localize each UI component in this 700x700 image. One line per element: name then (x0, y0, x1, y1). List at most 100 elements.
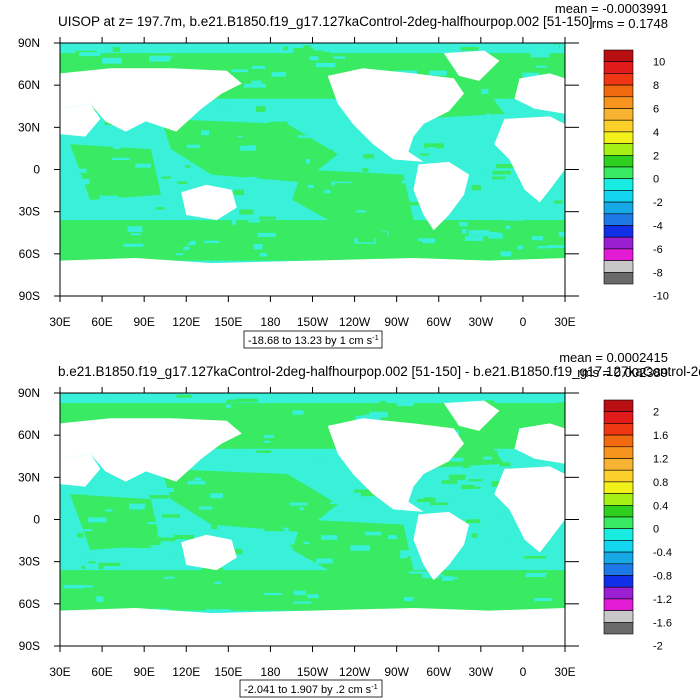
field-speckle (283, 46, 288, 51)
field-speckle (96, 540, 106, 543)
field-speckle (74, 168, 87, 173)
y-tick-label: 30N (18, 470, 40, 484)
field-speckle (155, 207, 165, 210)
field-speckle (497, 152, 509, 155)
panel-1-rms: rms = 0.1748 (592, 16, 668, 31)
colorbar-label: -2 (653, 197, 663, 209)
x-tick-label: 60E (91, 665, 112, 679)
field-speckle (301, 432, 319, 438)
colorbar-swatch (603, 528, 634, 541)
field-speckle (537, 246, 550, 249)
field-speckle (369, 416, 381, 421)
field-speckle (251, 80, 262, 84)
field-speckle (298, 178, 315, 181)
field-speckle (368, 524, 386, 529)
field-speckle (420, 153, 429, 156)
field-speckle (133, 582, 142, 586)
field-speckle (77, 533, 84, 538)
field-speckle (341, 186, 348, 191)
field-speckle (183, 492, 194, 499)
field-speckle (200, 130, 210, 136)
land-mask (60, 258, 565, 296)
field-speckle (107, 579, 124, 585)
field-speckle (500, 251, 512, 257)
field-speckle (411, 131, 432, 137)
x-tick-label: 150W (297, 315, 329, 329)
land-mask (60, 453, 101, 487)
field-speckle (468, 230, 490, 236)
field-speckle (289, 502, 308, 506)
field-speckle (334, 183, 356, 188)
land-mask (60, 68, 242, 132)
colorbar-swatch (603, 598, 634, 611)
field-speckle (483, 400, 495, 405)
y-tick-label: 60S (19, 597, 40, 611)
field-speckle (236, 450, 247, 456)
field-speckle (427, 147, 436, 151)
field-speckle (112, 157, 130, 160)
field-speckle (256, 450, 272, 453)
field-speckle (525, 572, 548, 577)
field-speckle (220, 493, 227, 496)
field-speckle (248, 176, 257, 181)
field-speckle (122, 46, 141, 49)
field-speckle (534, 598, 553, 601)
x-tick-label: 30W (468, 665, 493, 679)
field-speckle (157, 537, 176, 542)
field-speckle (61, 164, 73, 169)
field-speckle (337, 591, 359, 597)
field-speckle (471, 185, 481, 191)
field-speckle (118, 166, 135, 171)
field-speckle (446, 457, 464, 462)
field-speckle (387, 539, 406, 542)
colorbar-swatch (603, 225, 634, 238)
field-speckle (435, 230, 443, 234)
field-speckle (303, 541, 310, 545)
field-speckle (211, 166, 222, 169)
y-tick-label: 30N (18, 120, 40, 134)
field-speckle (120, 576, 142, 583)
field-speckle (468, 486, 481, 489)
field-speckle (231, 219, 237, 225)
field-speckle (134, 168, 144, 172)
colorbar-swatch (603, 131, 634, 144)
panel-2-range-label: -2.041 to 1.907 by .2 cm s-1 (244, 682, 378, 696)
y-tick-label: 0 (33, 513, 40, 527)
field-speckle (281, 527, 289, 532)
field-speckle (309, 50, 324, 56)
field-speckle (174, 581, 189, 588)
field-speckle (545, 574, 558, 578)
x-tick-label: 90E (133, 665, 154, 679)
field-speckle (99, 195, 119, 202)
field-speckle (357, 236, 375, 243)
field-speckle (547, 245, 565, 248)
field-speckle (324, 189, 331, 194)
field-speckle (483, 157, 496, 161)
field-speckle (559, 572, 565, 576)
field-speckle (87, 519, 94, 523)
field-speckle (123, 544, 142, 548)
field-speckle (215, 59, 221, 64)
field-speckle (238, 124, 245, 130)
land-mask (60, 418, 242, 482)
panel-1-map (60, 43, 565, 296)
field-speckle (288, 229, 299, 236)
colorbar-label: -0.8 (653, 571, 672, 583)
field-speckle (428, 70, 447, 76)
field-speckle (406, 202, 423, 206)
field-speckle (211, 523, 218, 529)
x-tick-label: 150E (214, 665, 242, 679)
field-speckle (560, 209, 565, 215)
field-speckle (307, 594, 319, 599)
field-speckle (371, 232, 388, 237)
panel-2-colorbar: 2 1.6 1.2 0.8 0.4 0 -0.4 -0.8 -1.2 -1.6 -2 (603, 399, 672, 653)
x-tick-label: 60E (91, 315, 112, 329)
field-speckle (259, 253, 267, 257)
field-speckle (177, 230, 188, 236)
field-speckle (293, 590, 306, 596)
panel-1-range-label: -18.68 to 13.23 by 1 cm s-1 (248, 333, 379, 347)
field-speckle (89, 395, 108, 401)
field-speckle (239, 209, 254, 215)
field-speckle (236, 398, 258, 403)
colorbar-label: 0 (653, 174, 659, 186)
